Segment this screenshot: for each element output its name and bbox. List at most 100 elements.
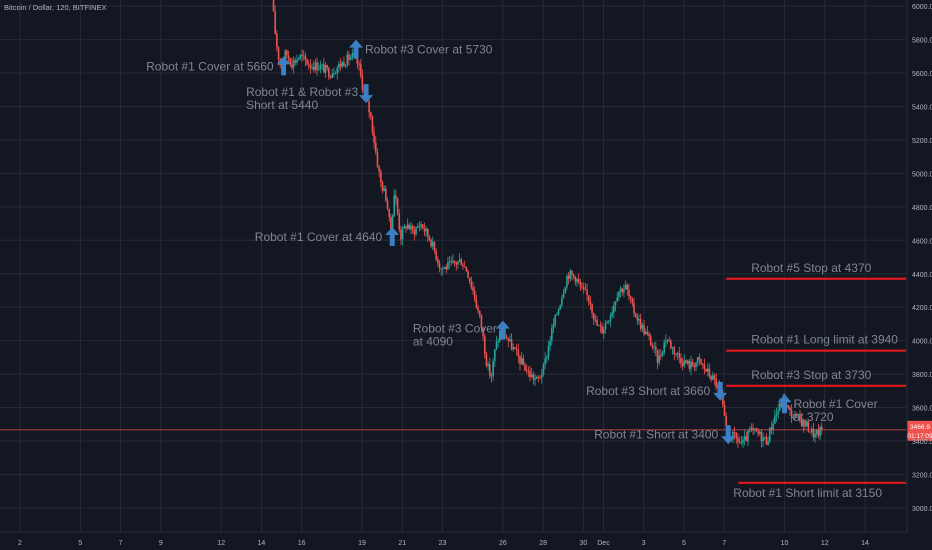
candle-body (499, 330, 501, 341)
candle-body (532, 374, 535, 380)
candle-body (663, 342, 665, 353)
x-tick-label: 23 (439, 540, 447, 547)
y-tick-label: 5600.0 (912, 71, 932, 78)
candle-body (696, 357, 699, 363)
candle-body (458, 259, 461, 262)
candle-body (480, 315, 483, 328)
level-label: Robot #1 Short limit at 3150 (733, 486, 882, 500)
candle-body (737, 437, 739, 443)
candle-body (763, 436, 766, 438)
candle-body (287, 55, 290, 59)
candle-body (447, 262, 449, 270)
candle-body (678, 353, 681, 358)
candle-body (494, 349, 496, 361)
candle-body (336, 67, 339, 74)
candle-body (470, 281, 473, 288)
candle-body (329, 77, 332, 78)
candle-body (380, 171, 382, 183)
y-axis[interactable]: 3000.0 3200.0 3400.0 3600.0 3800.0 4000.0 4200… (906, 0, 932, 532)
candle-body (406, 224, 409, 229)
candle-body (539, 377, 541, 379)
y-tick-label: 3000.0 (912, 506, 932, 513)
candle-body (314, 62, 317, 70)
candle-body (509, 339, 511, 341)
candle-body (691, 361, 694, 366)
candle-body (396, 198, 399, 214)
candle-body (455, 262, 458, 265)
candle-body (658, 355, 660, 363)
candle-body (467, 271, 469, 278)
candle-body (323, 64, 325, 73)
candle-body (693, 365, 696, 368)
candle-body (487, 364, 489, 366)
y-tick-label: 5200.0 (912, 138, 932, 145)
candle-body (582, 287, 585, 290)
y-tick-label: 4800.0 (912, 205, 932, 212)
candle-body (510, 339, 513, 350)
candle-body (608, 320, 610, 322)
candle-body (551, 328, 553, 341)
candle-body (606, 321, 608, 324)
candle-body (769, 427, 771, 442)
level-lines: Robot #5 Stop at 4370 Robot #1 Long limit… (726, 261, 906, 500)
candle-body (660, 355, 662, 357)
candle-body (753, 428, 756, 430)
candle-body (817, 430, 820, 436)
candle-body (284, 50, 287, 60)
level-label: Robot #3 Stop at 3730 (751, 368, 871, 382)
candle-body (475, 299, 478, 308)
x-tick-label: 12 (821, 540, 829, 547)
candle-body (795, 413, 798, 415)
candle-body (810, 428, 813, 433)
candle-body (680, 357, 682, 364)
candle-body (611, 312, 613, 317)
candle-body (626, 284, 629, 290)
candle-body (529, 371, 531, 378)
candle-body (472, 287, 474, 291)
candle-body (619, 288, 622, 292)
candle-body (614, 301, 617, 306)
candle-body (649, 336, 652, 346)
candle-body (634, 313, 637, 318)
candle-body (552, 324, 555, 329)
candle-body (507, 338, 510, 341)
arrow-up-icon (349, 39, 364, 59)
x-tick-label: 19 (358, 540, 366, 547)
candle-body (400, 229, 402, 240)
candle-body (420, 224, 422, 227)
candle-body (299, 54, 302, 59)
candle-body (633, 303, 635, 314)
candle-body (274, 11, 276, 34)
candle-body (376, 152, 379, 167)
x-tick-label: 9 (159, 540, 163, 547)
candle-body (497, 340, 499, 342)
candle-body (535, 376, 538, 379)
candle-body (706, 368, 709, 372)
candle-body (792, 417, 795, 419)
candle-body (524, 365, 526, 371)
candle-body (794, 413, 796, 418)
y-tick-label: 5000.0 (912, 171, 932, 178)
annotation-label: Short at 5440 (246, 98, 318, 112)
candle-body (572, 274, 575, 277)
x-axis[interactable]: 2 5 7 9 12 14 16 19 21 23 26 28 30 Dec 3 5 7 10 12 14 (0, 531, 907, 547)
candle-body (576, 279, 578, 282)
candle-body (311, 66, 313, 68)
candle-body (715, 378, 717, 388)
candle-body (324, 65, 327, 73)
candle-body (705, 368, 707, 372)
x-tick-label: 7 (722, 540, 726, 547)
candle-body (393, 195, 396, 217)
annotations: Robot #1 Cover at 5660 Robot #3 Cover at … (146, 39, 878, 445)
candle-body (483, 336, 486, 354)
y-tick-label: 5400.0 (912, 105, 932, 112)
candle-body (478, 310, 481, 316)
candle-body (527, 370, 530, 372)
candle-body (752, 427, 754, 430)
candle-body (639, 319, 642, 329)
candle-body (368, 101, 370, 113)
candle-body (586, 290, 588, 296)
candle-body (564, 287, 567, 294)
